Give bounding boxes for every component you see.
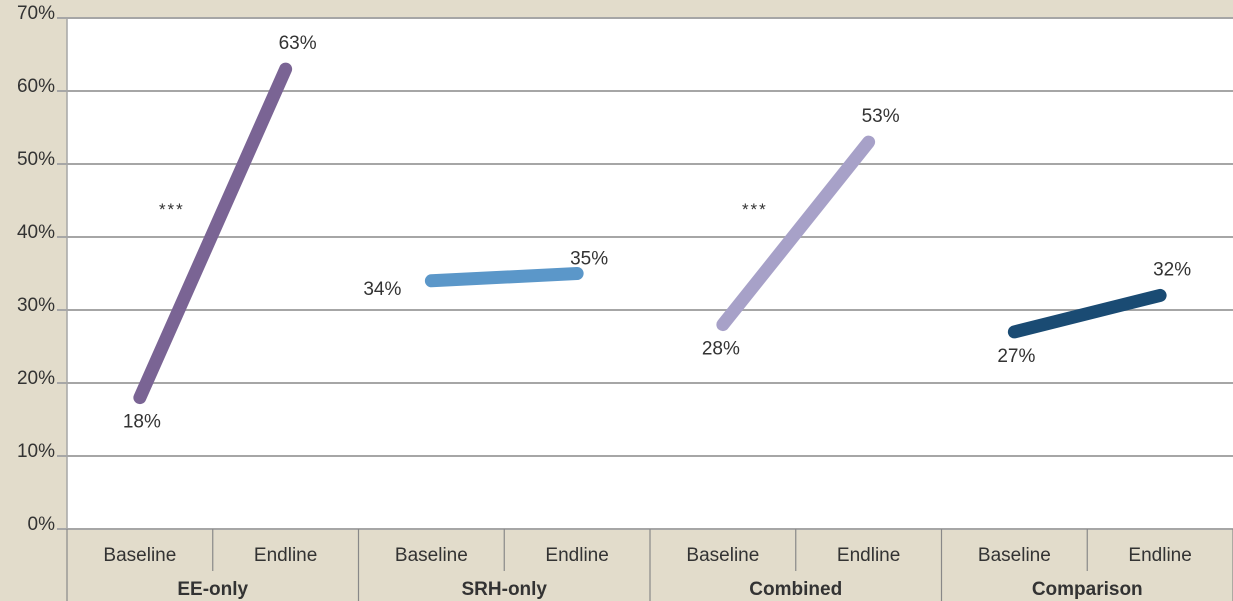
series-line-comparison bbox=[1007, 288, 1167, 339]
series-line-srh-only bbox=[424, 267, 584, 288]
data-label: 27% bbox=[997, 346, 1035, 367]
x-category-label: Baseline bbox=[686, 545, 759, 566]
y-tick-label: 30% bbox=[17, 295, 55, 316]
plot-background bbox=[67, 18, 1233, 529]
series-line-ee-only bbox=[133, 62, 293, 405]
x-category-label: Baseline bbox=[395, 545, 468, 566]
significance-marker: *** bbox=[742, 200, 768, 219]
y-tick-label: 50% bbox=[17, 149, 55, 170]
gridlines bbox=[57, 17, 1233, 530]
series-lines bbox=[133, 62, 1167, 405]
y-tick-label: 0% bbox=[28, 514, 56, 535]
data-label: 18% bbox=[123, 412, 161, 433]
group-label: Combined bbox=[749, 579, 842, 600]
y-axis: 0% 10% 20% 30% 40% 50% 60% 70% bbox=[17, 3, 55, 535]
y-tick-label: 40% bbox=[17, 222, 55, 243]
data-label: 53% bbox=[862, 106, 900, 127]
group-label: EE-only bbox=[177, 579, 248, 600]
data-label: 35% bbox=[570, 249, 608, 270]
data-label: 34% bbox=[363, 279, 401, 300]
y-tick-label: 60% bbox=[17, 76, 55, 97]
data-label: 32% bbox=[1153, 259, 1191, 280]
group-label: SRH-only bbox=[462, 579, 548, 600]
data-label: 28% bbox=[702, 339, 740, 360]
x-category-label: Baseline bbox=[103, 545, 176, 566]
series-line-combined bbox=[716, 135, 876, 332]
data-labels: 18% 63% *** 34% 35% 28% 53% *** 27% 32% bbox=[123, 33, 1191, 433]
group-label: Comparison bbox=[1032, 579, 1143, 600]
x-category-label: Baseline bbox=[978, 545, 1051, 566]
data-label: 63% bbox=[279, 33, 317, 54]
x-category-label: Endline bbox=[254, 545, 317, 566]
significance-marker: *** bbox=[159, 200, 185, 219]
y-tick-label: 20% bbox=[17, 368, 55, 389]
y-tick-label: 10% bbox=[17, 441, 55, 462]
x-category-label: Endline bbox=[545, 545, 608, 566]
x-category-label: Endline bbox=[1128, 545, 1191, 566]
y-tick-label: 70% bbox=[17, 3, 55, 24]
x-category-label: Endline bbox=[837, 545, 900, 566]
